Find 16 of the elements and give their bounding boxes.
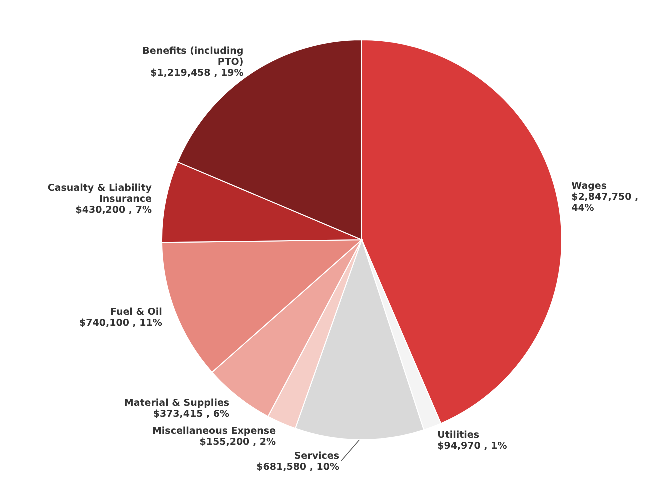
- data-label: $681,580 , 10%: [256, 462, 340, 473]
- slice-label: Fuel & Oil: [110, 306, 162, 318]
- slice-label: Casualty & Liability Insurance: [48, 183, 153, 206]
- slice-label: Miscellaneous Expense: [152, 426, 276, 437]
- data-label: $155,200 , 2%: [200, 436, 276, 448]
- slice-label: Utilities: [438, 430, 480, 441]
- data-label: $94,970 , 1%: [438, 440, 508, 452]
- data-label: $2,847,750 , 44%: [572, 192, 639, 214]
- slice-label: Services: [294, 450, 340, 462]
- data-label: $430,200 , 7%: [76, 205, 152, 216]
- data-label: $373,415 , 6%: [153, 408, 230, 420]
- data-label: $740,100 , 11%: [80, 318, 163, 329]
- slice-label: Wages: [572, 181, 608, 192]
- slice-label: Material & Supplies: [124, 398, 230, 409]
- data-label: $1,219,458 , 19%: [150, 68, 244, 79]
- slice-label: Benefits (including PTO): [142, 46, 244, 68]
